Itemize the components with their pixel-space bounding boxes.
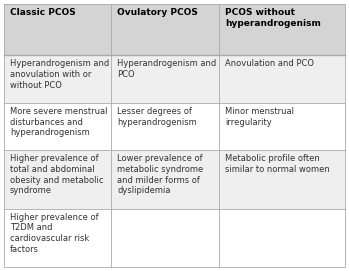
Text: PCOS without
hyperandrogenism: PCOS without hyperandrogenism	[225, 8, 321, 28]
Bar	[111, 209, 219, 267]
Bar	[4, 4, 111, 56]
Bar	[219, 103, 345, 150]
Bar	[219, 4, 345, 56]
Bar	[111, 103, 219, 150]
Text: More severe menstrual
disturbances and
hyperandrogenism: More severe menstrual disturbances and h…	[10, 107, 107, 137]
Bar	[4, 209, 111, 267]
Text: Hyperandrogenism and
PCO: Hyperandrogenism and PCO	[117, 60, 217, 79]
Text: Minor menstrual
irregularity: Minor menstrual irregularity	[225, 107, 294, 127]
Text: Classic PCOS: Classic PCOS	[10, 8, 76, 17]
Text: Lower prevalence of
metabolic syndrome
and milder forms of
dyslipidemia: Lower prevalence of metabolic syndrome a…	[117, 154, 204, 195]
Bar	[4, 103, 111, 150]
Bar	[111, 56, 219, 103]
Bar	[219, 209, 345, 267]
Bar	[111, 150, 219, 209]
Text: Higher prevalence of
T2DM and
cardiovascular risk
factors: Higher prevalence of T2DM and cardiovasc…	[10, 212, 99, 254]
Text: Higher prevalence of
total and abdominal
obesity and metabolic
syndrome: Higher prevalence of total and abdominal…	[10, 154, 104, 195]
Bar	[219, 150, 345, 209]
Text: Ovulatory PCOS: Ovulatory PCOS	[117, 8, 198, 17]
Bar	[111, 4, 219, 56]
Text: Hyperandrogenism and
anovulation with or
without PCO: Hyperandrogenism and anovulation with or…	[10, 60, 109, 90]
Bar	[4, 56, 111, 103]
Bar	[219, 56, 345, 103]
Text: Anovulation and PCO: Anovulation and PCO	[225, 60, 314, 69]
Text: Lesser degrees of
hyperandrogenism: Lesser degrees of hyperandrogenism	[117, 107, 197, 127]
Bar	[4, 150, 111, 209]
Text: Metabolic profile often
similar to normal women: Metabolic profile often similar to norma…	[225, 154, 329, 174]
